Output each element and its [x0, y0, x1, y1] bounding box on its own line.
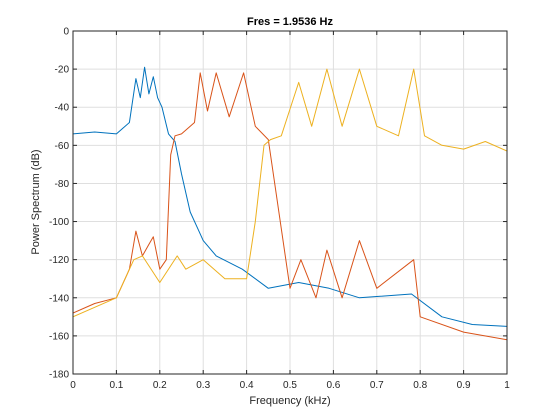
x-tick-label: 1 [504, 380, 510, 391]
x-tick-label: 0.3 [196, 380, 210, 391]
y-tick-label: -60 [55, 141, 70, 152]
x-tick-label: 0.1 [109, 380, 123, 391]
x-tick-label: 0 [70, 380, 76, 391]
plot-frame [72, 30, 508, 375]
y-tick-label: 0 [63, 27, 69, 38]
y-axis-label: Power Spectrum (dB) [30, 149, 42, 254]
x-tick-label: 0.4 [240, 380, 254, 391]
x-ticks: 0 0.1 0.2 0.3 0.4 0.5 0.6 0.7 0.8 0.9 1 [70, 31, 510, 391]
y-tick-label: -160 [49, 331, 69, 342]
y-tick-label: -100 [49, 217, 69, 228]
series-group [73, 66, 507, 341]
series-line-2 [73, 72, 507, 341]
x-tick-label: 0.2 [153, 380, 167, 391]
x-tick-label: 0.5 [283, 380, 297, 391]
y-tick-label: -20 [55, 65, 70, 76]
x-tick-label: 0.6 [326, 380, 340, 391]
x-axis-label: Frequency (kHz) [249, 395, 330, 407]
y-tick-label: -180 [49, 370, 69, 381]
y-tick-label: -120 [49, 255, 69, 266]
y-tick-label: -40 [55, 103, 70, 114]
y-ticks: 0 -20 -40 -60 -80 -100 -120 -140 -160 -180 [49, 27, 507, 381]
x-tick-label: 0.7 [370, 380, 384, 391]
chart-title: Fres = 1.9536 Hz [247, 16, 333, 28]
series-line-3 [73, 68, 507, 318]
series-line-1 [73, 66, 507, 327]
x-tick-label: 0.8 [413, 380, 427, 391]
x-tick-label: 0.9 [457, 380, 471, 391]
y-tick-label: -140 [49, 293, 69, 304]
y-tick-label: -80 [55, 179, 70, 190]
